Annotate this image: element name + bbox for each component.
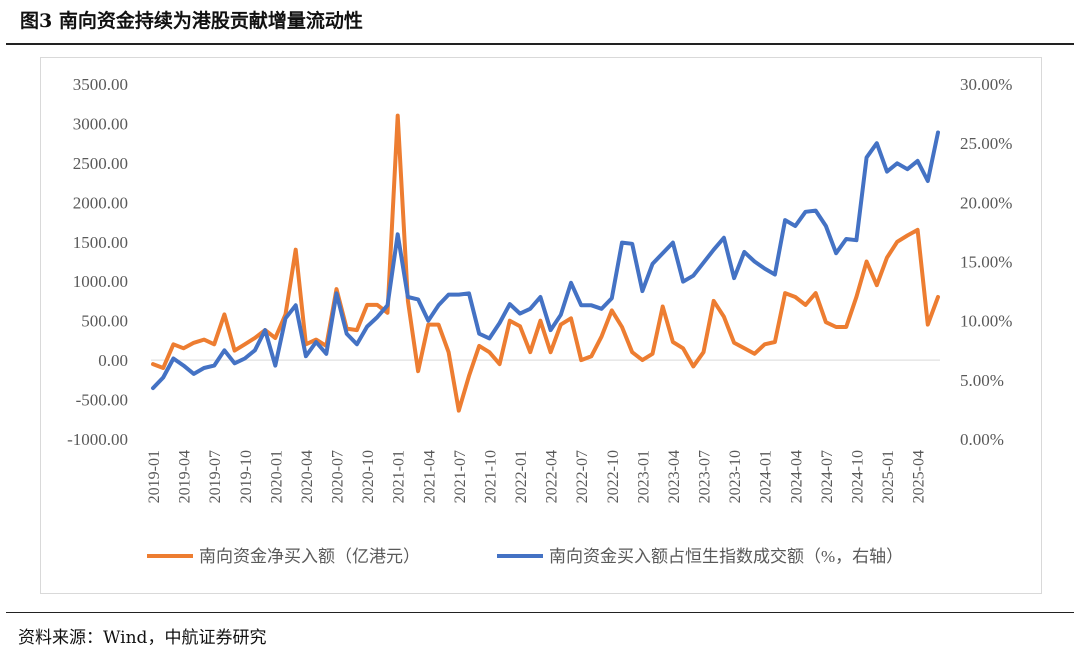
right-axis-tick-label: 15.00% <box>960 253 1012 272</box>
right-axis-tick-label: 30.00% <box>960 75 1012 94</box>
x-axis-tick-label: 2020-10 <box>360 450 377 503</box>
x-axis-tick-label: 2023-01 <box>635 450 652 503</box>
right-axis-tick-label: 5.00% <box>960 371 1004 390</box>
x-axis-tick-label: 2022-01 <box>513 450 530 503</box>
x-axis-tick-label: 2023-07 <box>697 450 714 503</box>
line-chart: 3500.00 3000.00 2500.00 2000.00 1500.00 1000.… <box>67 75 1012 566</box>
x-axis-tick-label: 2022-04 <box>544 450 561 503</box>
x-axis-tick-label: 2019-01 <box>146 450 163 503</box>
x-axis-tick-label: 2020-04 <box>299 450 316 503</box>
x-axis-tick-label: 2021-04 <box>421 450 438 503</box>
figure-title: 图3 南向资金持续为港股贡献增量流动性 <box>20 10 363 32</box>
x-axis-tick-label: 2020-01 <box>268 450 285 503</box>
x-axis-tick-label: 2019-10 <box>238 450 255 503</box>
right-axis-tick-label: 20.00% <box>960 193 1012 212</box>
left-axis-tick-label: 500.00 <box>81 312 128 331</box>
x-axis-tick-label: 2024-07 <box>819 450 836 503</box>
x-axis-tick-label: 2025-01 <box>880 450 897 503</box>
right-axis-tick-label: 10.00% <box>960 312 1012 331</box>
left-axis-tick-label: 3000.00 <box>73 114 128 133</box>
left-axis-tick-label: 2500.00 <box>73 154 128 173</box>
left-axis-tick-label: 1000.00 <box>73 272 128 291</box>
x-axis-tick-label: 2022-07 <box>574 450 591 503</box>
legend-label: 南向资金买入额占恒生指数成交额（%，右轴） <box>549 547 903 566</box>
legend: 南向资金净买入额（亿港元） 南向资金买入额占恒生指数成交额（%，右轴） <box>147 547 903 566</box>
left-axis-tick-label: 1500.00 <box>73 233 128 252</box>
bottom-divider <box>6 612 1074 613</box>
right-axis-tick-label: 0.00% <box>960 430 1004 449</box>
x-axis-tick-label: 2019-04 <box>177 450 194 503</box>
x-axis-tick-label: 2021-01 <box>391 450 408 503</box>
source-note: 资料来源：Wind，中航证券研究 <box>18 628 267 648</box>
x-axis-ticks: 2019-01 2019-04 2019-07 2019-10 2020-01 2020-… <box>146 450 928 503</box>
left-axis-tick-label: 3500.00 <box>73 75 128 94</box>
series-line-net-buy <box>151 113 940 413</box>
series-lines <box>151 113 940 413</box>
right-axis-tick-label: 25.00% <box>960 134 1012 153</box>
x-axis-tick-label: 2024-01 <box>758 450 775 503</box>
series-line-turnover-share <box>151 130 940 391</box>
legend-label: 南向资金净买入额（亿港元） <box>199 547 420 566</box>
x-axis-tick-label: 2021-10 <box>482 450 499 503</box>
chart-frame: 3500.00 3000.00 2500.00 2000.00 1500.00 1000.… <box>40 57 1042 594</box>
x-axis-tick-label: 2025-04 <box>911 450 928 503</box>
x-axis-tick-label: 2024-10 <box>849 450 866 503</box>
x-axis-tick-label: 2024-04 <box>788 450 805 503</box>
left-axis-tick-label: 0.00 <box>98 351 128 370</box>
x-axis-tick-label: 2023-04 <box>666 450 683 503</box>
left-axis-tick-label: -1000.00 <box>67 430 128 449</box>
left-axis-ticks: 3500.00 3000.00 2500.00 2000.00 1500.00 1000.… <box>67 75 128 449</box>
left-axis-tick-label: 2000.00 <box>73 193 128 212</box>
x-axis-tick-label: 2023-10 <box>727 450 744 503</box>
x-axis-tick-label: 2019-07 <box>207 450 224 503</box>
x-axis-tick-label: 2021-07 <box>452 450 469 503</box>
x-axis-tick-label: 2022-10 <box>605 450 622 503</box>
x-axis-tick-label: 2020-07 <box>330 450 347 503</box>
right-axis-ticks: 30.00% 25.00% 20.00% 15.00% 10.00% 5.00% 0.00% <box>960 75 1012 449</box>
left-axis-tick-label: -500.00 <box>76 391 128 410</box>
title-divider <box>6 43 1074 45</box>
